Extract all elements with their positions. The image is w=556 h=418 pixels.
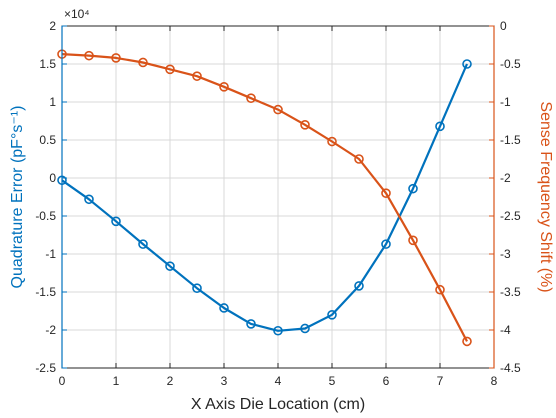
x-tick-label: 7 <box>437 374 444 388</box>
left-tick-label: -2.5 <box>35 361 56 375</box>
x-axis-ticks: 0 1 2 3 4 5 6 7 8 <box>59 26 498 388</box>
left-axis-ticks: -2.5 -2 -1.5 -1 -0.5 0 0.5 1 1.5 2 <box>35 19 67 375</box>
series-layer <box>57 49 472 347</box>
data-point-right <box>84 50 94 61</box>
data-point-right <box>192 71 202 81</box>
right-tick-label: 0 <box>500 19 507 33</box>
data-point-right <box>408 235 418 246</box>
data-point-left <box>381 239 391 249</box>
left-axis-multiplier: ×10⁴ <box>64 7 90 21</box>
left-tick-label: -1.5 <box>35 285 56 299</box>
data-point-right <box>138 57 148 68</box>
left-tick-label: -0.5 <box>35 209 56 223</box>
right-tick-label: -1 <box>500 95 511 109</box>
data-point-left <box>327 309 337 320</box>
data-point-left <box>300 323 310 334</box>
series-left <box>57 59 472 336</box>
series-line-right <box>61 53 468 342</box>
data-point-left <box>462 59 472 69</box>
x-tick-label: 1 <box>113 374 120 388</box>
right-axis-title: Sense Frequency Shift (%) <box>537 101 554 292</box>
x-axis-title: X Axis Die Location (cm) <box>191 396 365 413</box>
data-point-right <box>273 104 283 115</box>
right-tick-label: -4.5 <box>500 361 521 375</box>
x-tick-label: 3 <box>221 374 228 388</box>
data-point-left <box>219 303 229 313</box>
left-tick-label: 0.5 <box>39 133 56 147</box>
data-point-right <box>381 188 391 198</box>
left-tick-label: 0 <box>49 171 56 185</box>
data-point-left <box>246 319 256 329</box>
left-tick-label: -2 <box>45 323 56 337</box>
left-tick-label: 1 <box>49 95 56 109</box>
data-point-left <box>354 281 364 291</box>
data-point-right <box>354 154 364 164</box>
data-point-left <box>138 239 148 249</box>
right-tick-label: -3 <box>500 247 511 261</box>
grid-lines <box>61 25 495 369</box>
data-point-left <box>111 216 121 227</box>
left-tick-label: 2 <box>49 19 56 33</box>
data-point-right <box>246 93 256 103</box>
x-tick-label: 8 <box>491 374 498 388</box>
data-point-right <box>300 120 310 130</box>
x-tick-label: 5 <box>329 374 336 388</box>
data-point-left <box>408 183 418 194</box>
data-point-left <box>273 325 283 336</box>
right-tick-label: -1.5 <box>500 133 521 147</box>
right-tick-label: -2.5 <box>500 209 521 223</box>
right-tick-label: -3.5 <box>500 285 521 299</box>
left-axis-title: Quadrature Error (pF°s⁻¹) <box>9 106 26 289</box>
data-point-left <box>192 283 202 294</box>
data-point-right <box>327 136 337 147</box>
data-point-left <box>165 261 175 271</box>
data-point-right <box>462 336 472 347</box>
x-tick-label: 6 <box>383 374 390 388</box>
data-point-right <box>219 82 229 92</box>
data-point-left <box>435 121 445 132</box>
left-tick-label: 1.5 <box>39 57 56 71</box>
data-point-right <box>435 284 445 295</box>
data-point-right <box>111 53 121 63</box>
left-tick-label: -1 <box>45 247 56 261</box>
x-tick-label: 4 <box>275 374 282 388</box>
right-tick-label: -4 <box>500 323 511 337</box>
right-tick-label: -0.5 <box>500 57 521 71</box>
data-point-right <box>165 64 175 75</box>
x-tick-label: 0 <box>59 374 66 388</box>
right-tick-label: -2 <box>500 171 511 185</box>
series-right <box>57 49 472 347</box>
x-tick-label: 2 <box>167 374 174 388</box>
right-axis-ticks: -4.5 -4 -3.5 -3 -2.5 -2 -1.5 -1 -0.5 0 <box>489 19 521 375</box>
data-point-left <box>84 194 94 205</box>
